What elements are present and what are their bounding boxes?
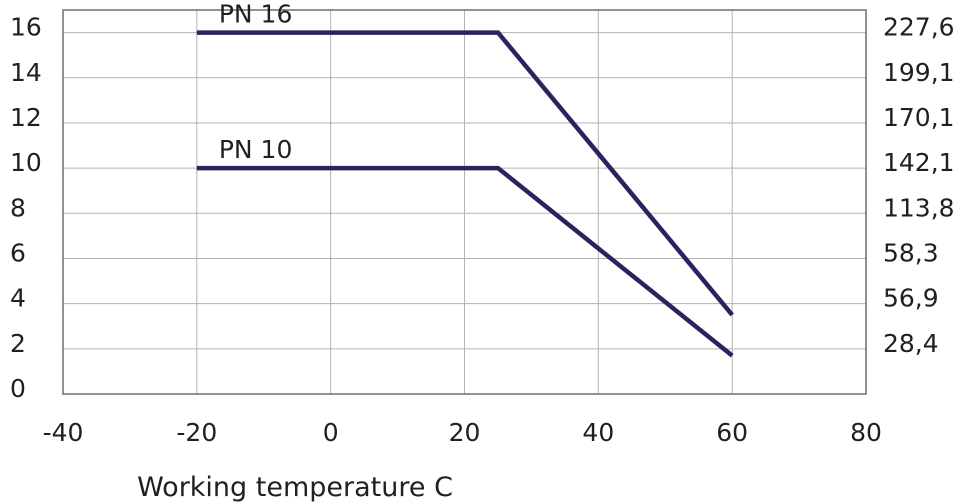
y-tick-label-right-0: 28,4 [883, 329, 939, 358]
x-tick-label-4: 40 [582, 418, 614, 447]
series-label-1: PN 10 [219, 135, 293, 164]
y-tick-label-left-4: 8 [10, 193, 26, 222]
y-tick-label-right-4: 142,1 [883, 148, 955, 177]
y-tick-label-right-3: 113,8 [883, 193, 955, 222]
x-tick-label-2: 0 [323, 418, 339, 447]
series-line-0 [196, 30, 734, 317]
y-tick-label-left-0: 0 [10, 374, 26, 403]
y-tick-label-left-6: 12 [10, 103, 42, 132]
series-line-1 [196, 165, 734, 358]
x-tick-label-3: 20 [449, 418, 481, 447]
y-tick-label-left-1: 2 [10, 329, 26, 358]
y-tick-label-left-8: 16 [10, 13, 42, 42]
y-tick-label-right-2: 58,3 [883, 238, 939, 267]
x-tick-label-1: -20 [176, 418, 217, 447]
y-tick-label-left-2: 4 [10, 284, 26, 313]
y-tick-label-left-3: 6 [10, 238, 26, 267]
plot-frame [62, 9, 867, 395]
x-tick-label-6: 80 [850, 418, 882, 447]
ticks-layer: -40 -20 0 20 40 60 80 0 2 4 6 8 10 12 14 16 28,4 56,9 58,3… [10, 13, 955, 447]
y-tick-label-right-1: 56,9 [883, 284, 939, 313]
y-tick-label-left-5: 10 [10, 148, 42, 177]
label-layer: PN 16 PN 10 [219, 0, 293, 164]
x-tick-label-5: 60 [716, 418, 748, 447]
series-label-0: PN 16 [219, 0, 293, 29]
y-tick-label-right-6: 199,1 [883, 58, 955, 87]
y-tick-label-right-5: 170,1 [883, 103, 955, 132]
grid-layer [63, 10, 866, 394]
x-axis-label: Working temperature C [137, 472, 453, 502]
x-tick-label-0: -40 [43, 418, 84, 447]
series-layer [196, 30, 734, 358]
y-tick-label-right-7: 227,6 [883, 13, 955, 42]
y-tick-label-left-7: 14 [10, 58, 42, 87]
